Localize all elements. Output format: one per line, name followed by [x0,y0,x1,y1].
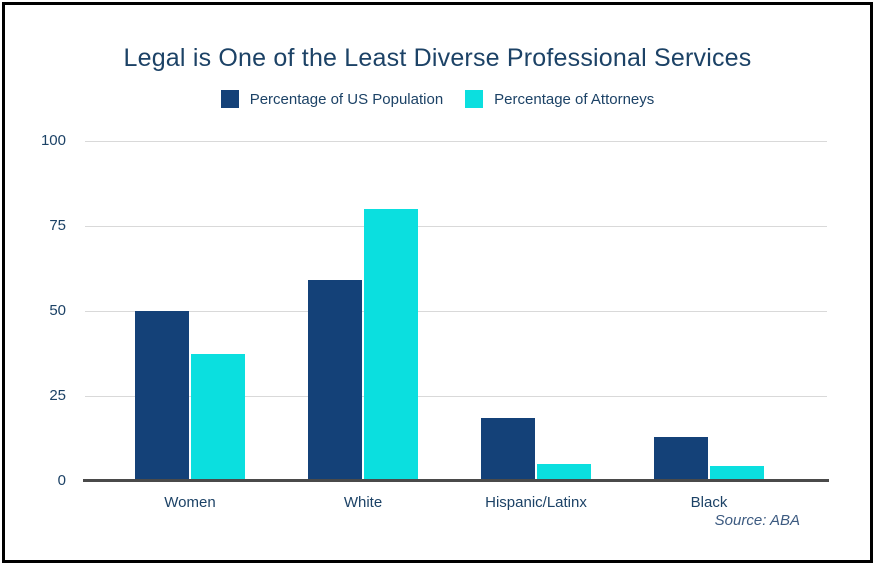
xtick-label-white: White [343,494,383,511]
legend-item-attorneys: Percentage of Attorneys [465,90,654,108]
legend-label-attorneys: Percentage of Attorneys [494,90,655,108]
legend-item-us-population: Percentage of US Population [220,90,444,108]
bar-women-percentage-of-attorneys [191,353,245,481]
ytick-label-0: 0 [57,472,66,489]
xtick-label-hispanic-latinx: Hispanic/Latinx [485,494,587,511]
bar-women-percentage-of-us-population [135,311,189,481]
ytick-label-100: 100 [40,132,66,149]
ytick-label-75: 75 [49,217,66,234]
xtick-label-black: Black [690,494,728,511]
gridline-75 [85,225,827,227]
bar-hispanic-latinx-percentage-of-attorneys [537,464,591,481]
legend-label-us-population: Percentage of US Population [249,90,444,108]
ytick-label-25: 25 [49,387,66,404]
ytick-label-50: 50 [49,302,66,319]
chart-title: Legal is One of the Least Diverse Profes… [123,44,752,72]
bar-white-percentage-of-us-population [308,280,362,481]
bar-white-percentage-of-attorneys [364,209,418,481]
legend-swatch-attorneys [465,90,484,108]
gridline-100 [85,140,827,142]
legend-swatch-us-population [220,90,239,108]
gridline-25 [85,395,827,397]
bar-black-percentage-of-attorneys [710,465,764,481]
legend: Percentage of US Population Percentage o… [0,90,875,108]
bar-black-percentage-of-us-population [654,436,708,481]
xtick-label-women: Women [164,494,216,511]
gridline-50 [85,310,827,312]
bar-hispanic-latinx-percentage-of-us-population [481,418,535,481]
source-note: Source: ABA [714,512,800,529]
x-axis-baseline [83,479,829,482]
plot-area [83,140,829,482]
